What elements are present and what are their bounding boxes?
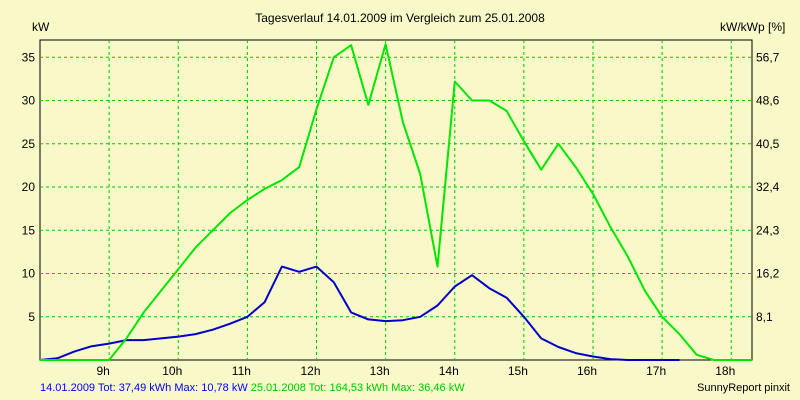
x-tick-label: 16h [577,364,597,378]
series-line-2 [40,43,752,361]
y2-tick-label: 48,6 [756,94,780,108]
x-tick-label: 12h [300,364,320,378]
footer-credit: SunnyReport pinxit [697,382,790,394]
y2-tick-label: 24,3 [756,223,780,237]
y-tick-label: 30 [22,94,36,108]
y-tick-label: 20 [22,180,36,194]
y2-tick-label: 40,5 [756,137,780,151]
chart-title: Tagesverlauf 14.01.2009 im Vergleich zum… [255,11,545,25]
y2-tick-label: 8,1 [756,310,773,324]
x-tick-label: 9h [96,364,109,378]
y-tick-label: 10 [22,267,36,281]
y2-tick-label: 16,2 [756,267,780,281]
x-tick-label: 14h [439,364,459,378]
series-line-1 [39,265,680,361]
y-tick-label: 5 [28,310,35,324]
x-tick-label: 10h [162,364,182,378]
x-tick-label: 11h [232,364,251,378]
y-axis-label: kW [32,20,50,34]
legend-series-1: 14.01.2009 Tot: 37,49 kWh Max: 10,78 kW [40,382,248,394]
y-tick-label: 15 [22,223,36,237]
y-tick-label: 35 [22,50,36,64]
y2-axis-label: kW/kWp [%] [720,20,785,34]
y-tick-label: 25 [22,137,36,151]
x-tick-label: 18h [715,364,735,378]
legend-series-2: 25.01.2008 Tot: 164,53 kWh Max: 36,46 kW [250,382,465,394]
x-tick-label: 13h [370,364,390,378]
y2-tick-label: 56,7 [756,50,780,64]
x-tick-label: 15h [508,364,528,378]
footer-legend: 14.01.2009 Tot: 37,49 kWh Max: 10,78 kW … [40,382,465,394]
y2-tick-label: 32,4 [756,180,780,194]
x-tick-label: 17h [646,364,666,378]
